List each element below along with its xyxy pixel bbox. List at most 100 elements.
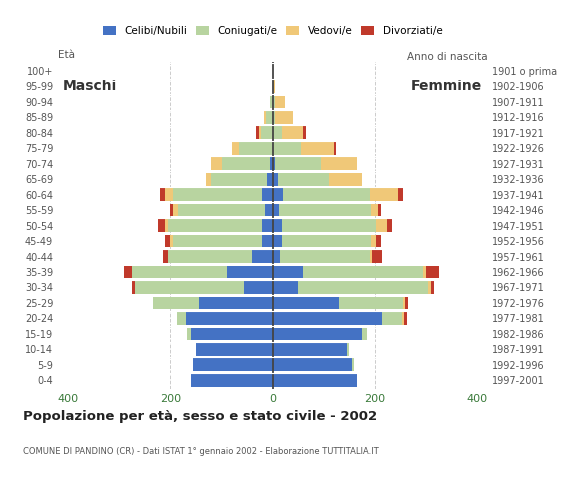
Bar [423, 265, 426, 278]
Bar [211, 157, 222, 170]
Bar [171, 235, 173, 247]
Bar [303, 265, 423, 278]
Bar [135, 281, 245, 294]
Bar [262, 235, 273, 247]
Bar [402, 312, 404, 325]
Bar [282, 219, 376, 232]
Bar [132, 265, 227, 278]
Bar [222, 157, 270, 170]
Bar [386, 219, 392, 232]
Bar [193, 359, 273, 371]
Bar [378, 204, 381, 216]
Bar [429, 281, 431, 294]
Bar [382, 312, 402, 325]
Bar [283, 188, 369, 201]
Bar [163, 250, 168, 263]
Bar [198, 297, 273, 309]
Bar [282, 126, 303, 139]
Bar [252, 250, 273, 263]
Bar [168, 219, 262, 232]
Bar [279, 204, 371, 216]
Bar [403, 297, 405, 309]
Bar [211, 173, 267, 186]
Bar [404, 312, 407, 325]
Bar [262, 188, 273, 201]
Bar [245, 281, 273, 294]
Bar [273, 312, 382, 325]
Bar [405, 297, 408, 309]
Bar [273, 327, 362, 340]
Bar [273, 188, 283, 201]
Bar [168, 250, 252, 263]
Bar [176, 312, 186, 325]
Bar [369, 250, 372, 263]
Bar [329, 173, 362, 186]
Bar [273, 173, 278, 186]
Bar [273, 250, 280, 263]
Bar [273, 297, 339, 309]
Bar [273, 142, 300, 155]
Bar [266, 111, 273, 124]
Bar [132, 281, 135, 294]
Bar [273, 265, 303, 278]
Bar [376, 235, 382, 247]
Bar [347, 343, 349, 356]
Bar [270, 96, 273, 108]
Bar [240, 142, 273, 155]
Bar [303, 126, 306, 139]
Text: Femmine: Femmine [411, 79, 482, 94]
Bar [264, 111, 266, 124]
Bar [273, 359, 352, 371]
Bar [273, 80, 275, 93]
Bar [160, 188, 165, 201]
Bar [280, 250, 369, 263]
Bar [273, 96, 275, 108]
Bar [282, 235, 371, 247]
Bar [232, 142, 240, 155]
Bar [369, 188, 398, 201]
Bar [431, 281, 434, 294]
Text: Età: Età [58, 50, 75, 60]
Bar [173, 188, 262, 201]
Bar [273, 204, 279, 216]
Bar [321, 157, 357, 170]
Bar [334, 142, 336, 155]
Bar [262, 126, 273, 139]
Bar [275, 157, 321, 170]
Bar [275, 111, 293, 124]
Bar [273, 343, 347, 356]
Bar [398, 188, 403, 201]
Bar [158, 219, 165, 232]
Bar [273, 235, 282, 247]
Bar [153, 297, 198, 309]
Bar [259, 126, 262, 139]
Legend: Celibi/Nubili, Coniugati/e, Vedovi/e, Divorziati/e: Celibi/Nubili, Coniugati/e, Vedovi/e, Di… [99, 22, 447, 40]
Text: Maschi: Maschi [63, 79, 117, 94]
Bar [300, 142, 334, 155]
Bar [191, 327, 273, 340]
Bar [186, 312, 273, 325]
Bar [206, 173, 211, 186]
Bar [262, 219, 273, 232]
Bar [270, 157, 273, 170]
Bar [273, 219, 282, 232]
Bar [371, 204, 378, 216]
Bar [362, 327, 367, 340]
Bar [352, 359, 354, 371]
Bar [178, 204, 265, 216]
Bar [165, 219, 168, 232]
Bar [298, 281, 429, 294]
Bar [165, 235, 171, 247]
Bar [265, 204, 273, 216]
Bar [426, 265, 438, 278]
Bar [273, 281, 298, 294]
Bar [275, 96, 285, 108]
Bar [273, 157, 275, 170]
Bar [273, 126, 282, 139]
Bar [273, 374, 357, 386]
Text: Anno di nascita: Anno di nascita [407, 52, 487, 62]
Bar [173, 235, 262, 247]
Text: COMUNE DI PANDINO (CR) - Dati ISTAT 1° gennaio 2002 - Elaborazione TUTTITALIA.IT: COMUNE DI PANDINO (CR) - Dati ISTAT 1° g… [23, 446, 379, 456]
Bar [125, 265, 132, 278]
Bar [171, 204, 173, 216]
